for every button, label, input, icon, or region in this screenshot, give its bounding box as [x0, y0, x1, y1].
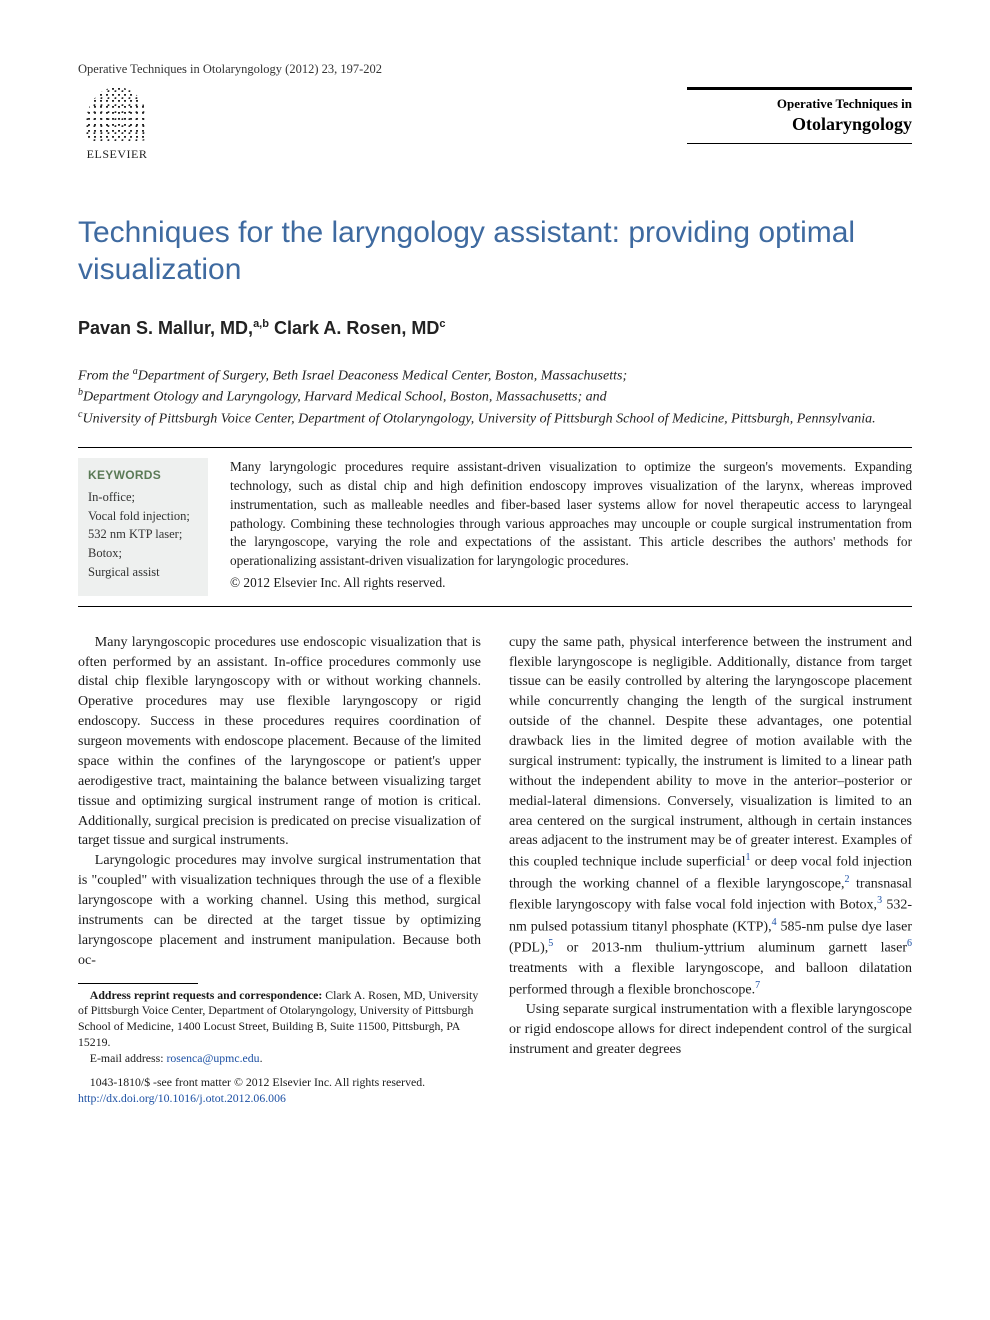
elsevier-tree-icon	[86, 87, 148, 141]
footnote-rule	[78, 983, 198, 984]
body-paragraph: cupy the same path, physical interferenc…	[509, 633, 912, 1001]
citation-ref[interactable]: 7	[755, 980, 760, 991]
keyword-item: 532 nm KTP laser;	[88, 525, 198, 544]
body-text: cupy the same path, physical interferenc…	[509, 635, 912, 870]
keywords-box: KEYWORDS In-office; Vocal fold injection…	[78, 458, 208, 596]
citation-ref[interactable]: 6	[907, 938, 912, 949]
running-header: Operative Techniques in Otolaryngology (…	[78, 62, 912, 77]
footnotes: Address reprint requests and corresponde…	[78, 988, 481, 1107]
abstract-body: Many laryngologic procedures require ass…	[230, 459, 912, 568]
journal-masthead: Operative Techniques in Otolaryngology	[687, 87, 912, 144]
affiliation-b: Department Otology and Laryngology, Harv…	[83, 390, 607, 405]
doi-link[interactable]: http://dx.doi.org/10.1016/j.otot.2012.06…	[78, 1091, 286, 1105]
article-title: Techniques for the laryngology assistant…	[78, 215, 912, 288]
article-body: Many laryngoscopic procedures use endosc…	[78, 633, 912, 1107]
abstract-block: KEYWORDS In-office; Vocal fold injection…	[78, 447, 912, 607]
body-text: Laryngologic procedures may involve surg…	[78, 853, 481, 967]
keywords-heading: KEYWORDS	[88, 466, 198, 484]
correspondence-email-link[interactable]: rosenca@upmc.edu	[166, 1051, 259, 1065]
author-list: Pavan S. Mallur, MD,a,b Clark A. Rosen, …	[78, 318, 912, 339]
body-paragraph: Using separate surgical instrumentation …	[509, 1000, 912, 1060]
affiliation-a: Department of Surgery, Beth Israel Deaco…	[138, 369, 627, 384]
journal-kicker: Operative Techniques in	[687, 96, 912, 112]
affiliation-c: University of Pittsburgh Voice Center, D…	[82, 411, 875, 426]
keyword-item: Surgical assist	[88, 563, 198, 582]
correspondence-label: Address reprint requests and corresponde…	[90, 988, 322, 1002]
publisher-name: ELSEVIER	[87, 147, 148, 162]
body-paragraph: Many laryngoscopic procedures use endosc…	[78, 633, 481, 852]
body-text: or 2013-nm thulium-yttrium aluminum garn…	[553, 941, 907, 956]
front-matter: 1043-1810/$ -see front matter © 2012 Els…	[78, 1075, 481, 1091]
email-label: E-mail address:	[90, 1051, 167, 1065]
abstract-text: Many laryngologic procedures require ass…	[230, 458, 912, 596]
keyword-item: Vocal fold injection;	[88, 507, 198, 526]
abstract-copyright: © 2012 Elsevier Inc. All rights reserved…	[230, 574, 912, 593]
affiliations: From the aDepartment of Surgery, Beth Is…	[78, 365, 912, 429]
header-bar: ELSEVIER Operative Techniques in Otolary…	[78, 87, 912, 167]
body-paragraph: Laryngologic procedures may involve surg…	[78, 851, 481, 970]
journal-name: Otolaryngology	[687, 114, 912, 135]
keyword-item: Botox;	[88, 544, 198, 563]
affiliation-prefix: From the	[78, 369, 133, 384]
publisher-logo: ELSEVIER	[78, 87, 156, 167]
keyword-item: In-office;	[88, 488, 198, 507]
body-text: treatments with a flexible laryngoscope,…	[509, 961, 912, 998]
